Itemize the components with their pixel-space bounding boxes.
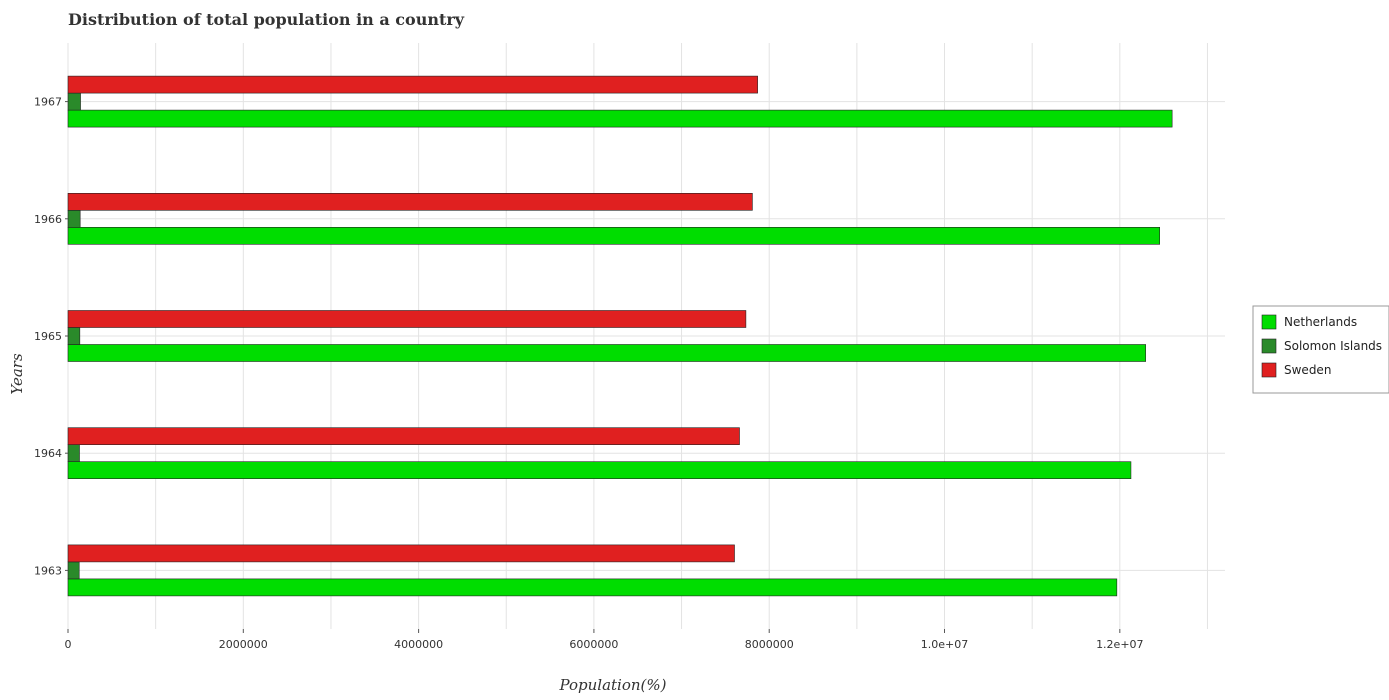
legend-label: Netherlands	[1284, 315, 1357, 329]
x-axis-label: Population(%)	[559, 676, 667, 694]
bars	[67, 75, 1173, 597]
legend-label: Sweden	[1284, 363, 1331, 377]
bar-sweden-1965	[67, 310, 747, 328]
bar-solomon-islands-1964	[67, 444, 80, 463]
y-axis-ticks: 1963 1964 1965 1966 1967	[34, 96, 68, 577]
legend-swatch	[1261, 314, 1277, 330]
bar-sweden-1966	[67, 193, 753, 211]
bar-sweden-1964	[67, 427, 740, 446]
y-tick-label: 1965	[34, 330, 62, 343]
bar-solomon-islands-1966	[67, 210, 81, 228]
bar-netherlands-1967	[67, 109, 1173, 128]
y-tick-label: 1966	[34, 213, 62, 226]
x-axis-ticks: 0 2000000 4000000 6000000 8000000 1.0e+07 1.2e…	[65, 629, 1144, 651]
x-tick-label: 2000000	[219, 638, 268, 651]
x-tick-label: 8000000	[745, 638, 794, 651]
bar-solomon-islands-1967	[67, 92, 81, 111]
grid	[67, 43, 1225, 629]
bar-solomon-islands-1965	[67, 327, 81, 345]
bar-netherlands-1966	[67, 227, 1160, 245]
x-tick-label: 1.2e+07	[1096, 638, 1143, 651]
y-tick-label: 1964	[34, 447, 62, 460]
x-tick-label: 1.0e+07	[921, 638, 968, 651]
x-tick-label: 4000000	[394, 638, 443, 651]
chart-title: Distribution of total population in a co…	[68, 10, 465, 29]
legend: Netherlands Solomon Islands Sweden	[1252, 305, 1389, 394]
x-tick-label: 6000000	[569, 638, 618, 651]
bar-sweden-1963	[67, 544, 735, 563]
legend-swatch	[1261, 338, 1277, 354]
y-tick-label: 1963	[34, 564, 62, 577]
bar-netherlands-1965	[67, 344, 1146, 362]
x-tick-label: 0	[65, 638, 72, 651]
y-tick-label: 1967	[34, 96, 62, 109]
bar-netherlands-1963	[67, 578, 1118, 597]
legend-label: Solomon Islands	[1284, 339, 1382, 353]
legend-swatch	[1261, 362, 1277, 378]
bar-sweden-1967	[67, 75, 758, 94]
bar-solomon-islands-1963	[67, 561, 80, 580]
bar-netherlands-1964	[67, 461, 1132, 480]
y-axis-label: Years	[8, 353, 26, 395]
